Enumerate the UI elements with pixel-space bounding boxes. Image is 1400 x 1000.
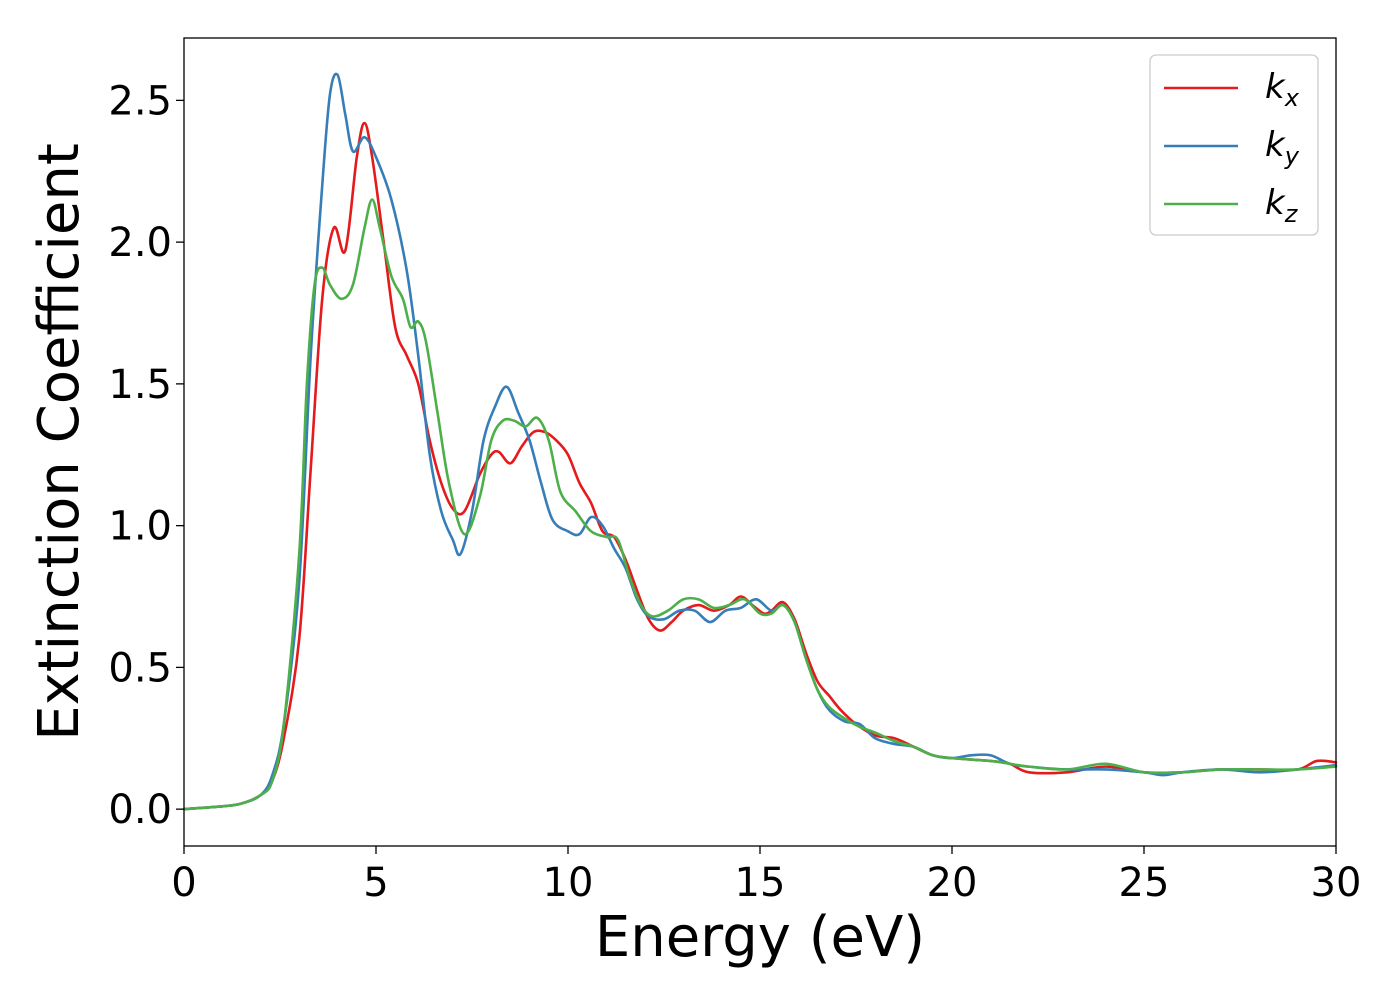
x-axis-ticks: 0 5 10 15 20 25 30 — [171, 846, 1361, 906]
x-tick-label: 25 — [1119, 860, 1170, 906]
y-tick-label: 2.5 — [108, 78, 172, 124]
y-tick-label: 1.0 — [108, 504, 172, 550]
x-tick-label: 30 — [1311, 860, 1362, 906]
series-line-kz — [182, 198, 1338, 811]
x-tick-label: 15 — [735, 860, 786, 906]
series-line-ky — [182, 72, 1338, 811]
x-tick-label: 20 — [927, 860, 978, 906]
y-axis-ticks: 0.0 0.5 1.0 1.5 2.0 2.5 — [108, 78, 184, 833]
series-layer — [182, 72, 1338, 811]
x-tick-label: 0 — [171, 860, 196, 906]
y-axis-label: Extinction Coefficient — [27, 143, 92, 741]
y-tick-label: 0.0 — [108, 787, 172, 833]
y-tick-label: 0.5 — [108, 645, 172, 691]
x-axis-label: Energy (eV) — [595, 905, 925, 970]
y-tick-label: 1.5 — [108, 362, 172, 408]
x-tick-label: 10 — [543, 860, 594, 906]
x-tick-label: 5 — [363, 860, 388, 906]
y-tick-label: 2.0 — [108, 220, 172, 266]
